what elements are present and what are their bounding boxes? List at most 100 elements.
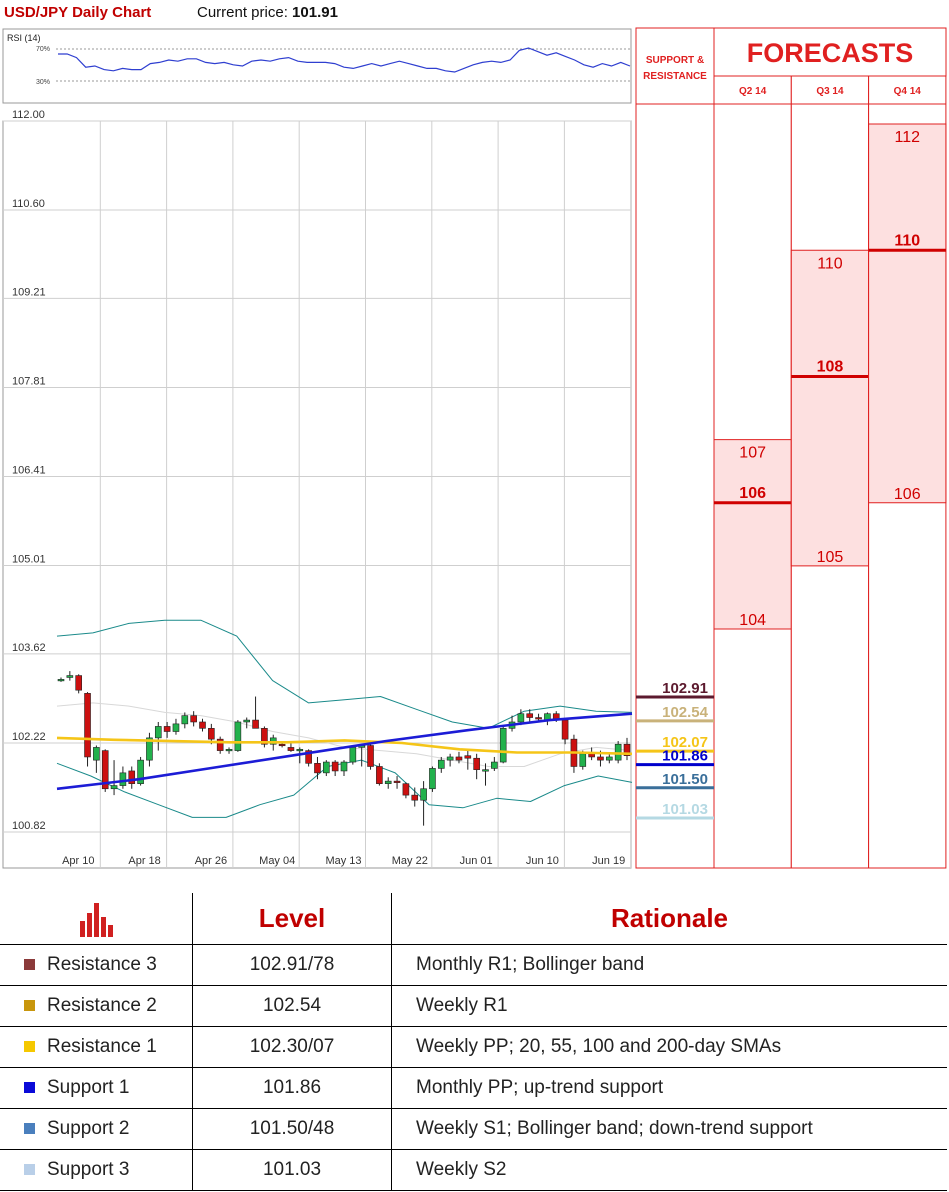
price-grid [3, 120, 632, 868]
rsi-title: RSI (14) [7, 33, 41, 43]
level-label: 102.54 [662, 704, 709, 721]
rsi-frame [2, 28, 632, 104]
forecast-bottom-value: 104 [739, 612, 766, 629]
levels-table-row: Support 1 101.86 Monthly PP; up-trend supp… [0, 1067, 947, 1109]
forecast-mid-value: 106 [739, 485, 766, 502]
x-tick-label: May 04 [259, 855, 295, 867]
y-tick-label: 106.41 [12, 465, 46, 477]
forecast-quarter-label: Q4 14 [894, 86, 922, 97]
level-value: 102.54 [192, 985, 392, 1027]
level-color-swatch [24, 1164, 35, 1176]
levels-header-level: Level [192, 893, 392, 945]
candle-body [172, 723, 180, 732]
candle-body [208, 728, 215, 740]
candle-body [517, 713, 525, 723]
level-label: 102.07 [662, 734, 708, 751]
candle-body [588, 753, 595, 758]
candle-body [499, 728, 507, 763]
y-tick-label: 109.21 [12, 286, 46, 298]
candle-body [101, 750, 109, 790]
x-tick-labels: Apr 10 Apr 18 Apr 26 May 04 May 13 May 22 Jun … [62, 855, 625, 867]
chart-title: USD/JPY Daily Chart [4, 4, 152, 21]
y-tick-label: 105.01 [12, 554, 46, 566]
forecast-top-value: 107 [739, 445, 766, 462]
forecast-panel: SUPPORT & RESISTANCE FORECASTS Q2 14 107 1… [635, 27, 947, 869]
x-tick-label: Apr 26 [195, 855, 227, 867]
candle-body [66, 675, 74, 678]
candle-body [243, 719, 251, 723]
rsi-level-70-label: 70% [36, 46, 50, 53]
level-label: 101.03 [662, 801, 708, 818]
candle-body [57, 679, 65, 682]
candle-body [561, 719, 569, 740]
candle-body [482, 769, 489, 772]
x-tick-label: Jun 01 [460, 855, 493, 867]
candle-body [287, 747, 295, 751]
x-tick-label: May 22 [392, 855, 428, 867]
candle-body [110, 785, 118, 790]
forecast-top-value: 110 [817, 255, 843, 272]
candle-body [446, 756, 454, 761]
level-color-swatch [24, 1000, 35, 1012]
level-rationale: Weekly PP; 20, 55, 100 and 200-day SMAs [391, 1026, 947, 1068]
candle-body [331, 761, 339, 772]
candle-body [261, 728, 268, 745]
current-price: Current price: 101.91 [197, 4, 338, 21]
forecast-range [713, 439, 792, 630]
level-rationale: Weekly S1; Bollinger band; down-trend su… [391, 1108, 947, 1150]
candle-body [340, 761, 348, 772]
rsi-line [58, 47, 631, 73]
rsi-level-30-label: 30% [36, 79, 50, 86]
candle-body [234, 721, 242, 751]
level-name-cell: Support 2 [0, 1108, 193, 1150]
level-value: 102.91/78 [192, 944, 392, 986]
support-resistance-label-1: SUPPORT & [646, 55, 704, 66]
candle-body [93, 747, 100, 761]
levels-table-row: Resistance 2 102.54 Weekly R1 [0, 985, 947, 1027]
forecast-range [790, 249, 870, 567]
x-tick-label: Apr 18 [128, 855, 160, 867]
level-name-cell: Support 3 [0, 1149, 193, 1191]
levels-table-row: Resistance 3 102.91/78 Monthly R1; Bolling… [0, 944, 947, 986]
sma-yellow-line [56, 736, 633, 756]
candle-body [455, 756, 463, 761]
level-color-swatch [24, 1123, 35, 1135]
sma-blue-line [56, 712, 633, 791]
level-color-swatch [24, 1082, 35, 1094]
price-frame [2, 120, 632, 869]
chart-area: RSI (14) 70% 30% 112.00 110.60 109.21 107.8… [2, 27, 947, 869]
candle-body [278, 743, 286, 747]
candle-body [473, 757, 480, 770]
y-tick-label: 102.22 [12, 731, 46, 743]
y-tick-labels: 112.00 110.60 109.21 107.81 106.41 105.01 103.… [12, 109, 46, 832]
candle-body [376, 766, 383, 784]
candle-body [437, 759, 445, 769]
y-tick-label: 107.81 [12, 375, 46, 387]
y-tick-label: 112.00 [12, 109, 45, 121]
level-name: Support 1 [47, 1076, 130, 1098]
candle-body [75, 675, 82, 691]
candle-body [137, 759, 144, 784]
levels-table-body: Resistance 3 102.91/78 Monthly R1; Bolling… [0, 944, 947, 1191]
candle-body [225, 749, 233, 752]
candle-body [128, 770, 136, 784]
levels-table-row: Resistance 1 102.30/07 Weekly PP; 20, 55, … [0, 1026, 947, 1068]
levels-header-icon-cell [0, 893, 193, 945]
forecast-top-value: 112 [894, 129, 920, 146]
levels-table-header: Level Rationale [0, 893, 947, 945]
candle-body [190, 715, 197, 723]
candles [57, 671, 631, 826]
level-name-cell: Resistance 2 [0, 985, 193, 1027]
candle-body [384, 780, 392, 784]
candle-body [216, 738, 224, 751]
x-tick-label: Jun 10 [526, 855, 559, 867]
candle-body [402, 783, 410, 796]
level-value: 102.30/07 [192, 1026, 392, 1068]
level-name: Resistance 3 [47, 953, 157, 975]
forecast-columns: Q2 14 107 106 104 Q3 14 110 108 105 Q4 14 112 110 1… [713, 75, 947, 869]
level-label: 102.91 [662, 680, 708, 697]
level-name-cell: Resistance 3 [0, 944, 193, 986]
level-label: 101.86 [662, 748, 708, 765]
forecast-bottom-value: 105 [817, 549, 844, 566]
candle-body [296, 749, 304, 752]
